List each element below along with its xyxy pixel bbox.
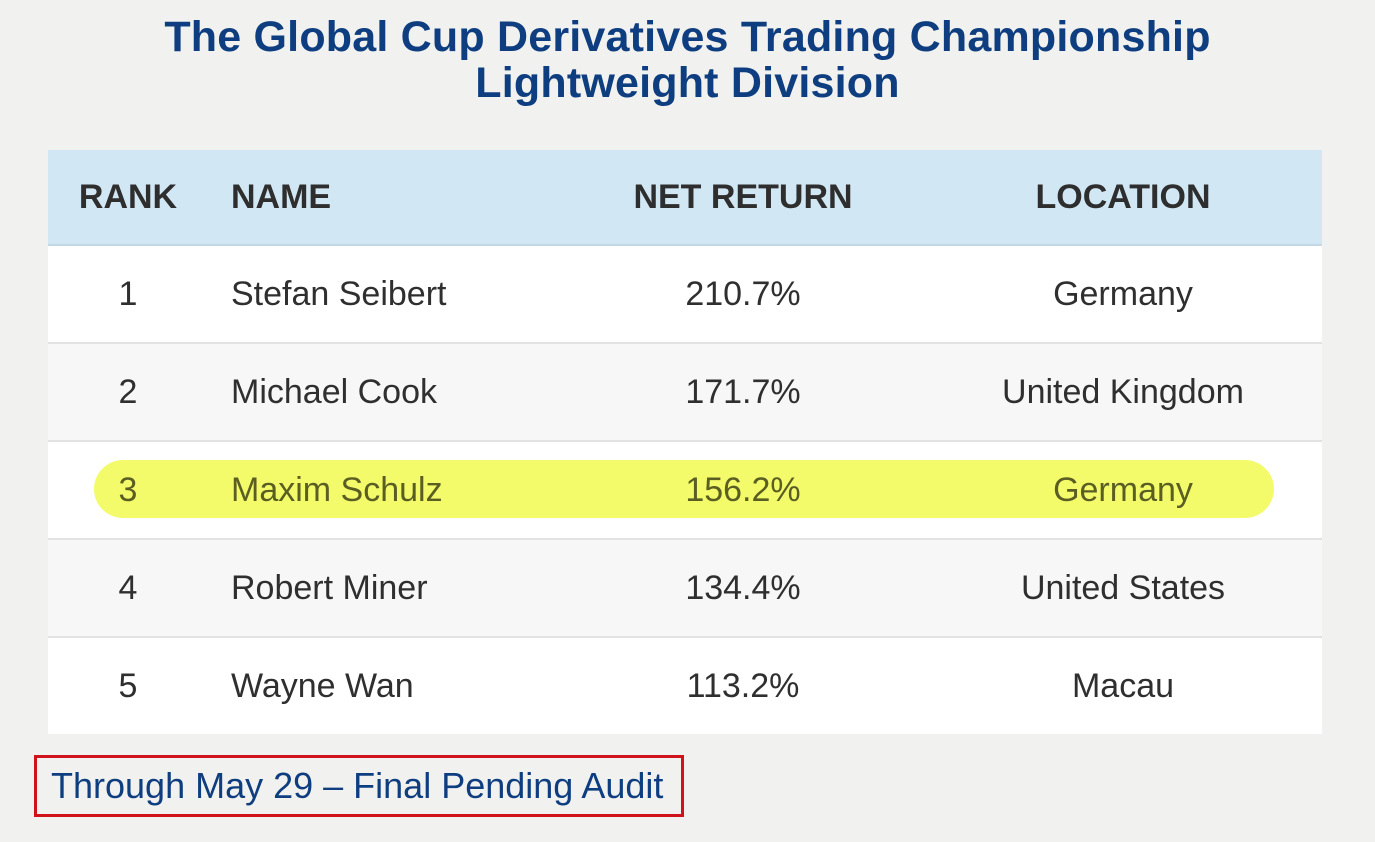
rank-cell: 5	[118, 666, 138, 705]
page-title: The Global Cup Derivatives Trading Champ…	[0, 14, 1375, 106]
name-cell: Michael Cook	[231, 372, 437, 411]
location-cell: Germany	[1053, 274, 1193, 313]
footnote: Through May 29 – Final Pending Audit	[34, 755, 685, 817]
location-cell: United States	[1020, 568, 1226, 607]
net-return-cell: 171.7%	[685, 372, 801, 411]
net-return-cell: 134.4%	[685, 568, 801, 607]
leaderboard-table: RANK NAME NET RETURN LOCATION 1 Stefan S…	[48, 150, 1322, 734]
name-cell: Robert Miner	[231, 568, 428, 607]
location-cell: United Kingdom	[1002, 372, 1244, 411]
table-row: 4 Robert Miner 134.4% United States	[48, 540, 1322, 638]
net-return-cell: 210.7%	[685, 274, 801, 313]
header-name: NAME	[231, 177, 332, 216]
title-line-1: The Global Cup Derivatives Trading Champ…	[164, 13, 1211, 61]
header-net-return: NET RETURN	[633, 177, 853, 216]
table-row: 2 Michael Cook 171.7% United Kingdom	[48, 344, 1322, 442]
header-location: LOCATION	[1035, 177, 1211, 216]
rank-cell: 4	[118, 568, 138, 607]
table-row: 5 Wayne Wan 113.2% Macau	[48, 638, 1322, 734]
name-cell: Wayne Wan	[231, 666, 414, 705]
name-cell: Maxim Schulz	[231, 470, 443, 509]
rank-cell: 1	[118, 274, 138, 313]
rank-cell: 3	[118, 470, 138, 509]
table-row-highlighted: 3 Maxim Schulz 156.2% Germany	[48, 442, 1322, 540]
location-cell: Macau	[1071, 666, 1175, 705]
rank-cell: 2	[118, 372, 138, 411]
net-return-cell: 156.2%	[685, 470, 801, 509]
header-rank: RANK	[78, 177, 178, 216]
table-header-row: RANK NAME NET RETURN LOCATION	[48, 150, 1322, 246]
net-return-cell: 113.2%	[686, 666, 800, 705]
name-cell: Stefan Seibert	[231, 274, 447, 313]
title-line-2: Lightweight Division	[475, 59, 900, 107]
location-cell: Germany	[1053, 470, 1193, 509]
table-row: 1 Stefan Seibert 210.7% Germany	[48, 246, 1322, 344]
highlight-marker	[94, 460, 1274, 518]
